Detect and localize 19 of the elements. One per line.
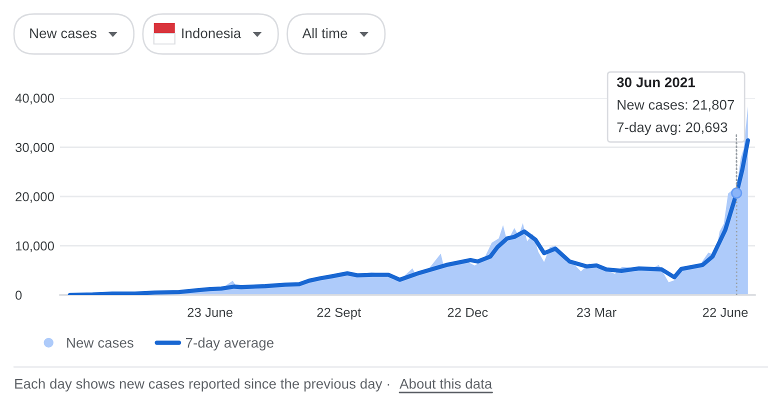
text: Indonesia: [182, 28, 242, 38]
legend-label: 7-day average: [186, 338, 274, 350]
text: Each day shows new cases reported since the previous day ·: [15, 378, 390, 392]
text: New cases: [30, 28, 96, 38]
x-tick-label: 23 June: [188, 308, 232, 317]
y-tick-label: 30,000: [15, 142, 54, 154]
annotation: 30 Jun 2021 New cases: 21,807 7-day avg: 20,693: [616, 77, 734, 135]
text: About this data: [400, 378, 492, 389]
line-series: [68, 138, 750, 295]
x-tick-label: 22 Dec: [448, 308, 488, 317]
y-tick-label: 0: [16, 290, 22, 300]
y-tick-label: 20,000: [16, 192, 54, 203]
x-tick-label: 23 Mar: [577, 308, 616, 317]
x-tick-label: 22 June: [702, 308, 748, 317]
legend-label: New cases: [67, 338, 134, 348]
x-tick-label: 22 Sept: [317, 308, 362, 320]
y-tick-label: 40,000: [15, 94, 54, 104]
y-tick-label: 10,000: [16, 241, 54, 252]
text: All time: [302, 28, 348, 38]
